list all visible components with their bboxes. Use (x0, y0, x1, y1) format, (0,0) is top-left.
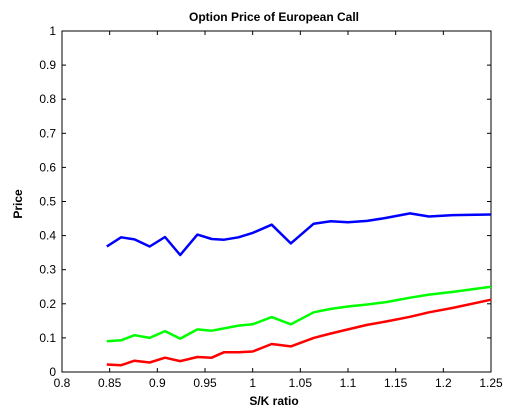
y-axis-label: Price (11, 189, 25, 219)
x-tick-label: 0.95 (193, 376, 217, 390)
chart-title: Option Price of European Call (189, 10, 359, 24)
y-tick-label: 0.2 (39, 297, 56, 311)
plot-area (61, 30, 492, 373)
y-tick-label: 0.1 (39, 331, 56, 345)
y-axis: 0 0.1 0.2 0.3 0.4 0.5 0.6 0.7 0.8 0.9 1 (39, 24, 491, 379)
plot-frame (61, 30, 492, 373)
series-line-1 (106, 212, 492, 257)
y-tick-label: 0.7 (39, 126, 56, 140)
y-tick-label: 0 (49, 365, 56, 379)
series-line-3 (106, 298, 492, 367)
x-tick-label: 0.9 (149, 376, 166, 390)
y-tick-label: 0.9 (39, 58, 56, 72)
x-axis: 0.8 0.85 0.9 0.95 1 1.05 1.1 1.15 1.2 1.25 (54, 31, 503, 390)
x-tick-label: 0.8 (54, 376, 71, 390)
x-tick-label: 1.1 (340, 376, 357, 390)
series-layer (106, 212, 492, 367)
y-tick-label: 0.4 (39, 229, 56, 243)
y-tick-label: 0.3 (39, 263, 56, 277)
x-tick-label: 0.85 (98, 376, 122, 390)
x-tick-label: 1.05 (289, 376, 313, 390)
x-tick-label: 1.2 (435, 376, 452, 390)
y-tick-label: 1 (49, 24, 56, 38)
y-tick-label: 0.6 (39, 160, 56, 174)
series-line-2 (106, 285, 492, 343)
x-tick-label: 1 (249, 376, 256, 390)
y-tick-label: 0.8 (39, 92, 56, 106)
y-tick-label: 0.5 (39, 195, 56, 209)
x-tick-label: 1.25 (479, 376, 503, 390)
x-tick-label: 1.15 (384, 376, 408, 390)
x-axis-label: S/K ratio (249, 394, 298, 408)
